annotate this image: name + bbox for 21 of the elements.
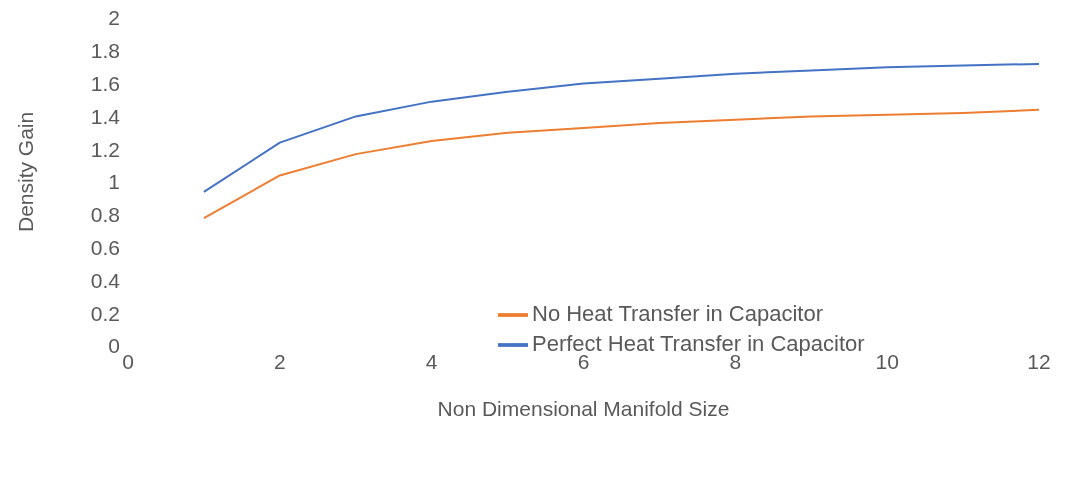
line-series xyxy=(202,108,1039,220)
y-tick-label: 0.8 xyxy=(90,203,120,227)
y-tick-label: 0 xyxy=(108,334,120,358)
y-tick-label: 0.4 xyxy=(90,268,121,292)
y-tick-label: 1.4 xyxy=(90,104,121,128)
x-tick-label: 12 xyxy=(1027,349,1051,373)
y-tick-label: 1.6 xyxy=(90,72,120,96)
line-series xyxy=(202,62,1039,193)
y-tick-label: 1.8 xyxy=(90,39,120,63)
x-tick-label: 10 xyxy=(875,349,899,373)
legend-label: No Heat Transfer in Capacitor xyxy=(532,300,824,326)
x-tick-label: 2 xyxy=(273,349,286,373)
y-tick-label: 0.6 xyxy=(90,236,120,260)
y-tick-label: 0.2 xyxy=(90,301,120,325)
x-tick-label: 4 xyxy=(425,349,438,373)
legend-label: Perfect Heat Transfer in Capacitor xyxy=(532,330,865,356)
x-axis-title: Non Dimensional Manifold Size xyxy=(437,397,730,420)
y-tick-label: 1 xyxy=(108,170,120,194)
y-axis-title: Density Gain xyxy=(14,111,38,232)
y-tick-label: 2 xyxy=(108,6,120,30)
y-tick-label: 1.2 xyxy=(90,137,120,161)
